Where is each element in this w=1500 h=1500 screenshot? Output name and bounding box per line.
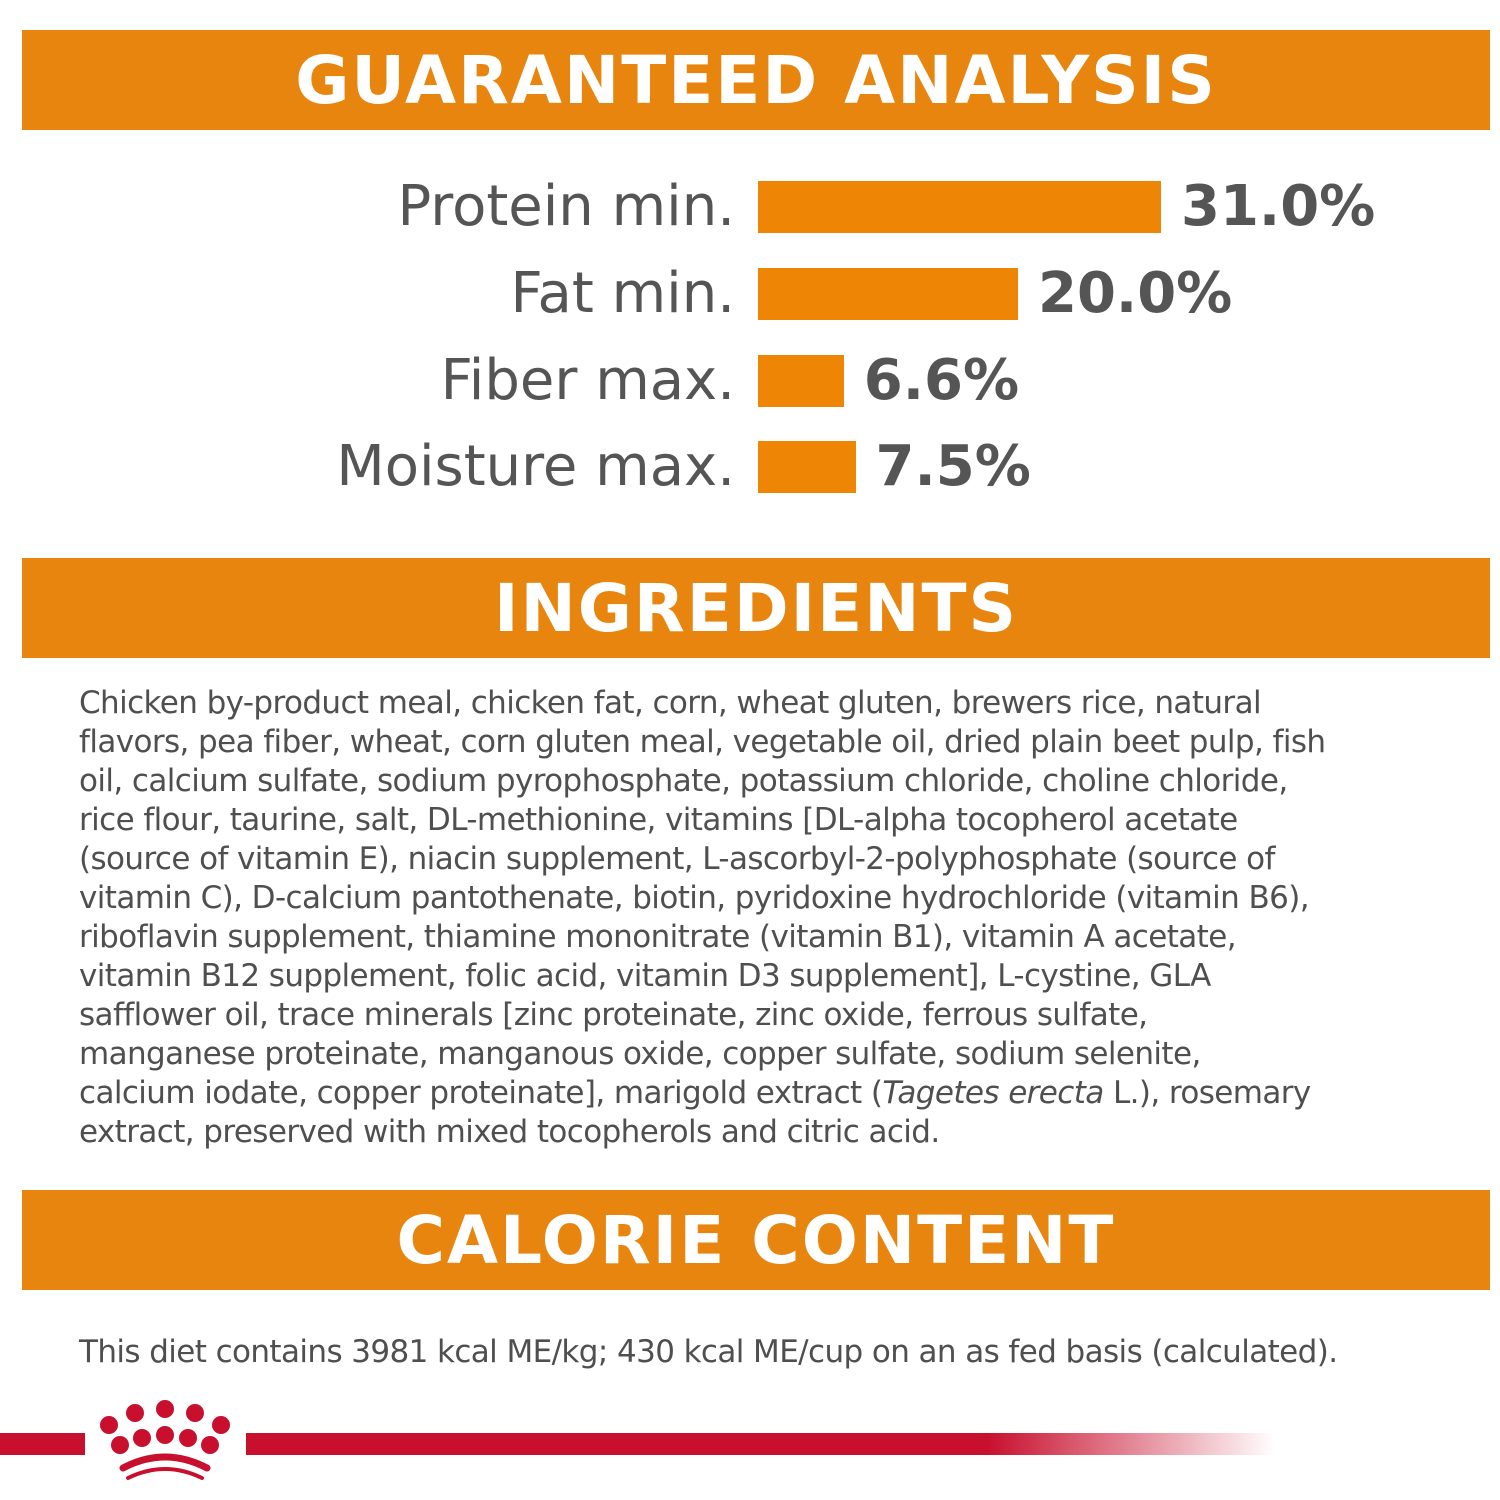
ingredients-header: INGREDIENTS xyxy=(22,558,1490,658)
analysis-label: Fat min. xyxy=(510,261,735,326)
ingredients-line: rice flour, taurine, salt, DL-methionine… xyxy=(79,802,1238,838)
analysis-value: 6.6% xyxy=(863,348,1020,413)
ingredients-line: vitamin B12 supplement, folic acid, vita… xyxy=(79,958,1211,994)
ingredients-line: oil, calcium sulfate, sodium pyrophospha… xyxy=(79,763,1288,799)
ingredients-text: Chicken by-product meal, chicken fat, co… xyxy=(79,684,1469,1152)
ingredients-line: (source of vitamin E), niacin supplement… xyxy=(79,841,1275,877)
ingredients-line: calcium iodate, copper proteinate], mari… xyxy=(79,1075,1311,1111)
analysis-label: Fiber max. xyxy=(440,348,735,413)
guaranteed-analysis-header: GUARANTEED ANALYSIS xyxy=(22,30,1490,130)
calorie-content-header: CALORIE CONTENT xyxy=(22,1190,1490,1290)
ingredients-line: manganese proteinate, manganous oxide, c… xyxy=(79,1036,1201,1072)
ingredients-line: riboflavin supplement, thiamine mononitr… xyxy=(79,919,1237,955)
calorie-text: This diet contains 3981 kcal ME/kg; 430 … xyxy=(79,1334,1338,1370)
ingredients-line: vitamin C), D-calcium pantothenate, biot… xyxy=(79,880,1310,916)
analysis-bar xyxy=(758,181,1161,233)
analysis-value: 7.5% xyxy=(875,434,1031,499)
crown-icon xyxy=(100,1400,230,1480)
analysis-row: Fiber max. 6.6% xyxy=(0,348,1500,413)
ingredients-line: safflower oil, trace minerals [zinc prot… xyxy=(79,997,1148,1033)
scientific-name: Tagetes erecta xyxy=(882,1075,1104,1111)
ingredients-line: flavors, pea fiber, wheat, corn gluten m… xyxy=(79,724,1326,760)
brand-line-right xyxy=(246,1433,1276,1455)
ingredients-line: extract, preserved with mixed tocopherol… xyxy=(79,1114,940,1150)
analysis-bar xyxy=(758,268,1018,320)
analysis-row: Fat min. 20.0% xyxy=(0,261,1500,326)
analysis-row: Moisture max. 7.5% xyxy=(0,434,1500,499)
analysis-bar xyxy=(758,355,844,407)
analysis-label: Moisture max. xyxy=(336,434,735,499)
analysis-row: Protein min. 31.0% xyxy=(0,174,1500,239)
ingredients-line: Chicken by-product meal, chicken fat, co… xyxy=(79,685,1262,721)
analysis-bar xyxy=(758,441,856,493)
analysis-value: 31.0% xyxy=(1181,174,1376,239)
analysis-value: 20.0% xyxy=(1038,261,1233,326)
brand-line-left xyxy=(0,1433,85,1455)
analysis-label: Protein min. xyxy=(397,174,735,239)
